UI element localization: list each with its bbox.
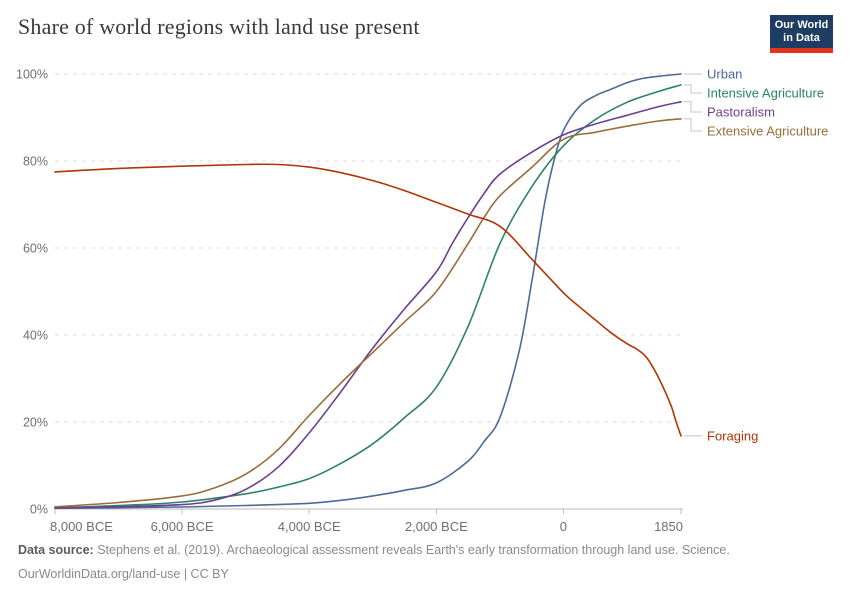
series-connector-intensive-agriculture xyxy=(684,84,702,94)
series-line-foraging[interactable] xyxy=(54,163,682,437)
series-label-pastoralism[interactable]: Pastoralism xyxy=(707,105,775,120)
owid-logo-line2: in Data xyxy=(783,32,820,44)
y-tick-label-60: 60% xyxy=(23,242,48,256)
series-label-urban[interactable]: Urban xyxy=(707,67,742,82)
x-tick-label--6000: 6,000 BCE xyxy=(151,519,214,534)
series-line-extensive-agriculture[interactable] xyxy=(54,118,682,508)
x-tick-label--2000: 2,000 BCE xyxy=(405,519,468,534)
series-line-urban[interactable] xyxy=(54,73,682,509)
series-connector-extensive-agriculture xyxy=(684,118,702,132)
citation-line[interactable]: OurWorldinData.org/land-use | CC BY xyxy=(18,567,229,581)
data-source-line: Data source: Stephens et al. (2019). Arc… xyxy=(18,538,818,562)
series-line-intensive-agriculture[interactable] xyxy=(54,84,682,509)
series-label-foraging[interactable]: Foraging xyxy=(707,428,758,443)
x-tick-label--8000: 8,000 BCE xyxy=(50,519,113,534)
y-tick-label-0: 0% xyxy=(30,503,48,517)
page-title: Share of world regions with land use pre… xyxy=(18,14,420,39)
y-tick-label-40: 40% xyxy=(23,329,48,343)
data-source-text: Stephens et al. (2019). Archaeological a… xyxy=(97,543,730,557)
series-connector-pastoralism xyxy=(684,101,702,113)
data-source-label: Data source: xyxy=(18,543,94,557)
y-tick-label-100: 100% xyxy=(16,68,48,82)
y-tick-label-80: 80% xyxy=(23,155,48,169)
x-tick-label-0: 0 xyxy=(560,519,567,534)
x-tick-label-1850: 1850 xyxy=(654,519,683,534)
x-tick-label--4000: 4,000 BCE xyxy=(278,519,341,534)
owid-logo-line1: Our World xyxy=(774,19,829,31)
y-tick-label-20: 20% xyxy=(23,416,48,430)
series-label-extensive-agriculture[interactable]: Extensive Agriculture xyxy=(707,124,828,139)
series-line-pastoralism[interactable] xyxy=(54,101,682,509)
owid-logo[interactable]: Our World in Data xyxy=(770,15,833,53)
series-label-intensive-agriculture[interactable]: Intensive Agriculture xyxy=(707,86,824,101)
chart-footer: Data source: Stephens et al. (2019). Arc… xyxy=(18,538,818,586)
